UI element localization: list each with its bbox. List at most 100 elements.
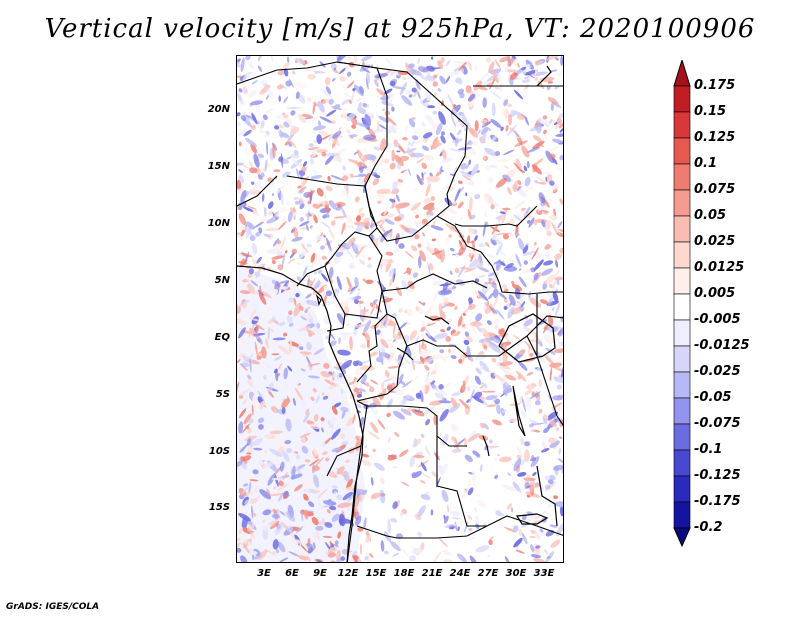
velocity-speckle	[496, 177, 508, 188]
velocity-speckle	[348, 158, 358, 164]
velocity-speckle	[528, 422, 535, 428]
velocity-speckle	[399, 380, 406, 386]
velocity-speckle	[311, 541, 316, 550]
velocity-speckle	[507, 57, 514, 67]
velocity-speckle	[298, 326, 311, 332]
velocity-speckle	[346, 215, 353, 224]
velocity-speckle	[487, 127, 492, 132]
velocity-speckle	[429, 172, 433, 178]
velocity-speckle	[513, 200, 526, 210]
velocity-speckle	[498, 292, 507, 300]
velocity-speckle	[556, 279, 560, 286]
velocity-speckle	[468, 478, 472, 489]
velocity-speckle	[443, 515, 449, 524]
velocity-speckle	[271, 259, 276, 265]
velocity-speckle	[237, 91, 240, 96]
velocity-speckle	[387, 454, 397, 461]
velocity-speckle	[494, 319, 501, 329]
velocity-speckle	[238, 421, 244, 434]
velocity-speckle	[274, 125, 280, 130]
velocity-speckle	[331, 106, 343, 110]
velocity-speckle	[491, 237, 502, 240]
velocity-speckle	[281, 286, 288, 290]
velocity-speckle	[273, 169, 281, 173]
velocity-speckle	[341, 208, 347, 219]
velocity-speckle	[461, 113, 468, 125]
velocity-speckle	[502, 484, 516, 492]
velocity-speckle	[308, 143, 314, 147]
velocity-speckle	[399, 82, 408, 96]
velocity-speckle	[358, 102, 363, 108]
velocity-speckle	[335, 251, 344, 257]
velocity-speckle	[434, 361, 439, 374]
colorbar-segment	[673, 371, 691, 399]
velocity-speckle	[557, 327, 563, 337]
colorbar-segment	[673, 163, 691, 191]
velocity-speckle	[255, 231, 261, 237]
velocity-speckle	[285, 511, 296, 522]
velocity-speckle	[507, 472, 512, 477]
velocity-speckle	[474, 63, 479, 73]
velocity-speckle	[328, 227, 335, 240]
velocity-speckle	[449, 148, 461, 152]
velocity-speckle	[405, 89, 412, 96]
velocity-speckle	[526, 220, 531, 224]
velocity-speckle	[267, 319, 273, 325]
velocity-speckle	[294, 539, 300, 545]
velocity-speckle	[549, 362, 563, 368]
velocity-speckle	[357, 388, 367, 392]
velocity-speckle	[550, 146, 559, 152]
velocity-speckle	[401, 508, 407, 515]
velocity-speckle	[495, 232, 511, 235]
velocity-speckle	[406, 147, 410, 153]
velocity-speckle	[471, 163, 479, 176]
velocity-speckle	[388, 268, 396, 277]
velocity-speckle	[283, 332, 288, 337]
colorbar-segment	[673, 111, 691, 139]
velocity-speckle	[523, 260, 529, 265]
velocity-speckle	[292, 283, 296, 292]
velocity-speckle	[367, 431, 381, 440]
velocity-speckle	[401, 394, 410, 405]
velocity-speckle	[321, 392, 325, 396]
velocity-speckle	[555, 132, 563, 137]
colorbar-level-label: -0.2	[694, 520, 723, 535]
velocity-speckle	[487, 554, 491, 558]
velocity-speckle	[508, 294, 516, 307]
velocity-speckle	[431, 250, 442, 255]
velocity-speckle	[421, 472, 431, 479]
velocity-speckle	[554, 377, 563, 384]
velocity-speckle	[314, 280, 321, 290]
velocity-speckle	[395, 202, 410, 209]
velocity-speckle	[426, 175, 441, 182]
velocity-speckle	[509, 402, 521, 406]
velocity-speckle	[466, 235, 471, 244]
velocity-speckle	[371, 219, 384, 227]
velocity-speckle	[351, 459, 357, 463]
colorbar-level-label: -0.175	[694, 494, 741, 509]
velocity-speckle	[288, 297, 294, 303]
velocity-speckle	[326, 509, 331, 514]
velocity-speckle	[425, 75, 436, 82]
velocity-speckle	[239, 235, 244, 241]
velocity-speckle	[516, 454, 522, 460]
velocity-speckle	[238, 213, 247, 226]
velocity-speckle	[264, 450, 268, 454]
velocity-speckle	[535, 176, 549, 184]
velocity-speckle	[513, 214, 522, 222]
velocity-speckle	[307, 73, 316, 80]
velocity-speckle	[427, 105, 436, 109]
velocity-speckle	[250, 486, 258, 496]
velocity-speckle	[252, 469, 259, 475]
velocity-speckle	[472, 395, 484, 404]
velocity-speckle	[515, 253, 522, 268]
velocity-speckle	[469, 241, 475, 243]
velocity-speckle	[398, 399, 404, 406]
velocity-speckle	[423, 348, 432, 360]
lat-label: 5N	[214, 275, 230, 286]
velocity-speckle	[251, 257, 257, 268]
velocity-speckle	[320, 88, 332, 98]
velocity-speckle	[424, 115, 433, 120]
velocity-speckle	[383, 550, 389, 555]
velocity-speckle	[303, 479, 315, 489]
